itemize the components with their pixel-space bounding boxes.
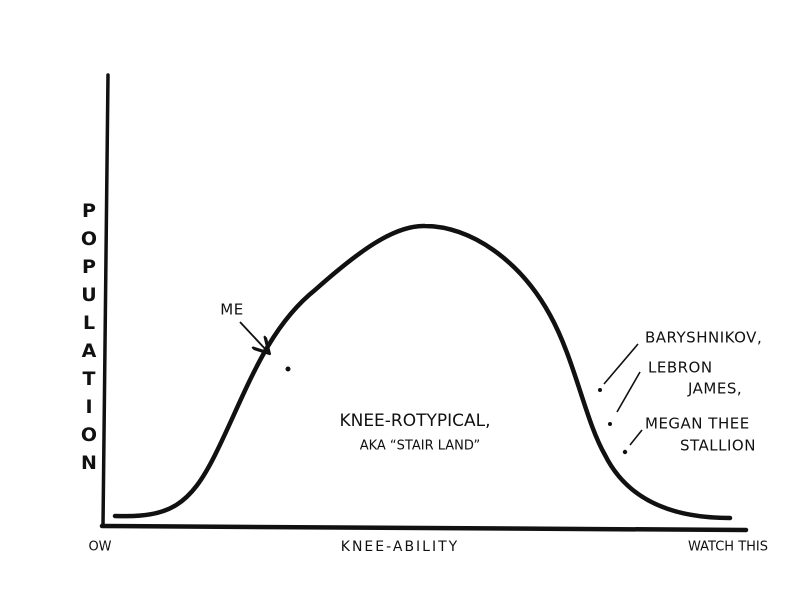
me-label: ME: [220, 301, 243, 319]
dot: [285, 366, 291, 372]
center-sublabel: AKA “STAIR LAND”: [360, 439, 481, 454]
x-min-label: OW: [88, 540, 111, 555]
dot: [608, 422, 612, 426]
person-label: MEGAN THEE: [645, 415, 750, 433]
center-label: KNEE-ROTYPICAL,: [339, 411, 490, 431]
person-label: BARYSHNIKOV,: [645, 329, 762, 347]
x-axis: [99, 523, 749, 533]
curve: [112, 223, 733, 521]
x-max-label: WATCH THIS: [688, 540, 768, 555]
pointer: [603, 343, 639, 385]
person-label: LEBRON: [648, 359, 713, 377]
y-axis-label: POPULATION: [78, 200, 100, 480]
dot: [622, 449, 628, 455]
person-label: JAMES,: [687, 380, 742, 398]
pointer: [616, 371, 641, 413]
pointer: [629, 429, 643, 446]
dot: [598, 388, 602, 392]
person-label: STALLION: [680, 437, 756, 455]
arrow: [239, 321, 268, 352]
x-axis-label: KNEE-ABILITY: [341, 539, 459, 555]
y-axis: [101, 73, 110, 528]
